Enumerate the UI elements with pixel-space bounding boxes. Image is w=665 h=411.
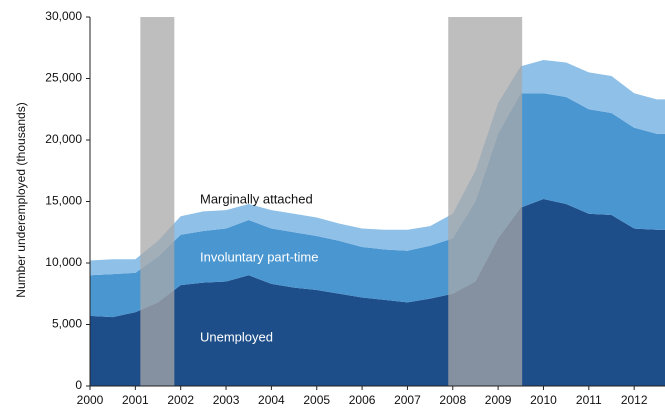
recession-band bbox=[448, 17, 523, 386]
y-tick-label: 5,000 bbox=[52, 317, 82, 331]
x-tick-label: 2012 bbox=[621, 393, 648, 407]
x-tick-label: 2007 bbox=[394, 393, 421, 407]
series-label: Unemployed bbox=[200, 329, 273, 344]
x-tick-label: 2002 bbox=[167, 393, 194, 407]
y-tick-label: 10,000 bbox=[45, 255, 82, 269]
x-tick-label: 2009 bbox=[485, 393, 512, 407]
x-tick-label: 2000 bbox=[77, 393, 104, 407]
recession-band bbox=[140, 17, 175, 386]
y-axis-label: Number underemployed (thousands) bbox=[14, 102, 28, 297]
x-tick-label: 2005 bbox=[303, 393, 330, 407]
y-tick-label: 25,000 bbox=[45, 71, 82, 85]
x-tick-label: 2011 bbox=[576, 393, 602, 407]
x-tick-label: 2008 bbox=[439, 393, 466, 407]
y-tick-label: 15,000 bbox=[45, 194, 82, 208]
series-label: Involuntary part-time bbox=[200, 249, 319, 264]
y-tick-label: 20,000 bbox=[45, 132, 82, 146]
x-tick-label: 2006 bbox=[349, 393, 376, 407]
x-tick-label: 2010 bbox=[530, 393, 557, 407]
x-tick-label: 2003 bbox=[213, 393, 240, 407]
y-tick-label: 0 bbox=[75, 378, 82, 392]
x-tick-label: 2004 bbox=[258, 393, 285, 407]
x-tick-label: 2001 bbox=[122, 393, 149, 407]
series-label: Marginally attached bbox=[200, 191, 313, 206]
y-tick-label: 30,000 bbox=[45, 9, 82, 23]
area bbox=[90, 60, 665, 276]
